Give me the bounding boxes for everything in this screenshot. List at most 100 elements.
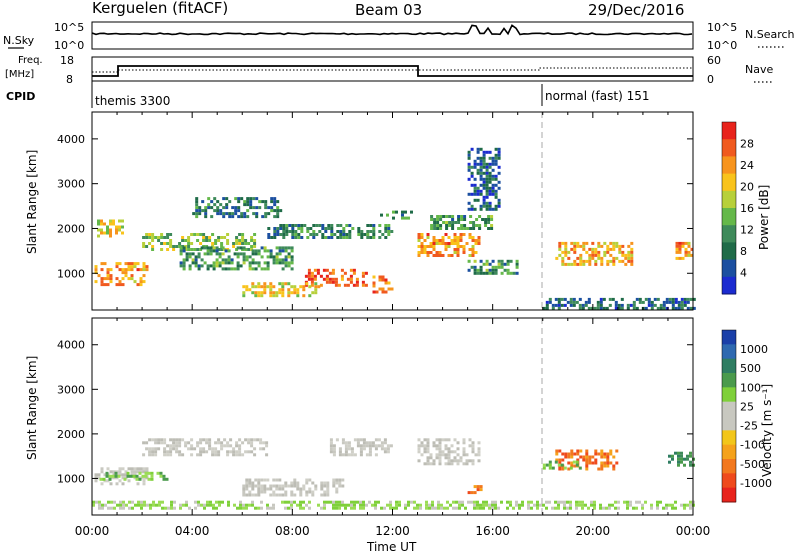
echo-cell — [372, 230, 376, 233]
echo-cell — [479, 156, 483, 160]
echo-cell — [410, 500, 413, 504]
echo-cell — [322, 277, 326, 281]
echo-cell — [152, 500, 155, 504]
echo-cell — [339, 233, 343, 236]
echo-cell — [392, 216, 395, 220]
echo-cell — [675, 250, 679, 254]
echo-cell — [494, 207, 498, 211]
colorbar-swatch — [722, 430, 736, 446]
echo-cell — [293, 478, 297, 482]
echo-cell — [115, 265, 119, 269]
freq-unit: [MHz] — [5, 69, 34, 80]
echo-cell — [166, 236, 170, 239]
echo-cell — [198, 209, 202, 213]
echo-cell — [290, 261, 294, 265]
echo-cell — [453, 233, 457, 236]
echo-cell — [208, 239, 212, 242]
echo-cell — [462, 450, 466, 454]
echo-cell — [182, 267, 186, 271]
echo-cell — [290, 246, 294, 250]
echo-cell — [472, 221, 476, 224]
echo-cell — [257, 484, 261, 488]
echo-cell — [117, 474, 121, 478]
echo-cell — [350, 447, 354, 451]
echo-cell — [420, 444, 424, 448]
echo-cell — [273, 236, 277, 239]
echo-cell — [100, 231, 103, 235]
echo-cell — [159, 474, 163, 478]
echo-cell — [266, 264, 270, 268]
echo-cell — [398, 503, 401, 507]
echo-cell — [488, 271, 492, 275]
echo-cell — [187, 239, 191, 242]
echo-cell — [194, 258, 198, 262]
echo-cell — [558, 461, 562, 465]
echo-cell — [383, 450, 387, 454]
colorbar-swatch — [722, 208, 736, 226]
echo-cell — [269, 255, 273, 259]
echo-cell — [246, 197, 250, 201]
echo-cell — [338, 481, 342, 485]
echo-cell — [626, 506, 629, 510]
echo-cell — [305, 478, 309, 482]
echo-cell — [110, 506, 113, 510]
echo-cell — [462, 233, 466, 236]
echo-cell — [665, 297, 669, 301]
echo-cell — [245, 484, 249, 488]
echo-cell — [606, 250, 610, 254]
echo-cell — [323, 503, 326, 507]
echo-cell — [506, 506, 509, 510]
echo-cell — [500, 500, 503, 504]
echo-cell — [368, 453, 372, 457]
echo-cell — [266, 267, 270, 271]
echo-cell — [160, 248, 164, 251]
echo-cell — [94, 280, 98, 284]
echo-cell — [467, 201, 471, 205]
echo-cell — [384, 281, 388, 285]
echo-cell — [307, 271, 311, 275]
colorbar-swatch — [722, 259, 736, 278]
echo-cell — [470, 265, 474, 269]
echo-cell — [442, 215, 446, 218]
echo-cell — [217, 438, 221, 442]
echo-cell — [476, 500, 479, 504]
echo-cell — [449, 503, 452, 507]
echo-cell — [185, 503, 188, 507]
echo-cell — [353, 506, 356, 510]
echo-cell — [536, 503, 539, 507]
echo-cell — [285, 230, 289, 233]
echo-cell — [627, 253, 631, 257]
echo-cell — [339, 230, 343, 233]
echo-cell — [674, 297, 678, 301]
freq-tick-bottom: 8 — [66, 73, 73, 86]
echo-cell — [615, 449, 619, 453]
echo-cell — [104, 503, 107, 507]
echo-cell — [435, 239, 439, 242]
echo-cell — [689, 454, 692, 458]
echo-cell — [195, 212, 199, 216]
echo-cell — [204, 215, 208, 219]
echo-cell — [136, 268, 140, 272]
echo-cell — [140, 506, 143, 510]
echo-cell — [433, 224, 437, 227]
echo-cell — [587, 506, 590, 510]
echo-cell — [242, 285, 246, 289]
echo-cell — [561, 259, 565, 263]
echo-cell — [287, 282, 291, 286]
echo-cell — [281, 249, 285, 253]
echo-cell — [275, 255, 279, 259]
echo-cell — [299, 493, 303, 497]
echo-cell — [325, 274, 329, 278]
echo-cell — [447, 254, 451, 257]
echo-cell — [497, 171, 501, 175]
echo-cell — [509, 500, 512, 504]
echo-cell — [158, 500, 161, 504]
echo-cell — [582, 241, 586, 245]
echo-cell — [383, 438, 387, 442]
echo-cell — [447, 242, 451, 245]
echo-cell — [335, 503, 338, 507]
echo-cell — [273, 200, 277, 204]
echo-cell — [215, 258, 219, 262]
echo-cell — [149, 503, 152, 507]
echo-cell — [324, 227, 328, 230]
